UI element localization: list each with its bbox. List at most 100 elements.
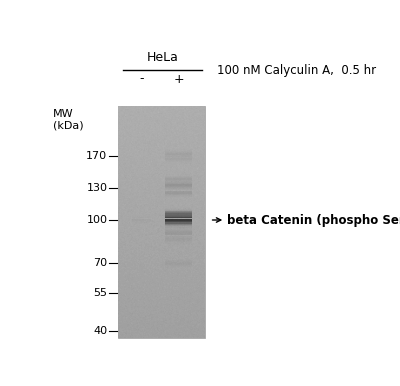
Bar — [166, 267, 192, 268]
Bar — [166, 241, 192, 242]
Bar — [166, 207, 192, 208]
Text: 130: 130 — [86, 183, 107, 193]
Bar — [166, 197, 192, 198]
Bar — [166, 265, 192, 266]
Text: 55: 55 — [93, 288, 107, 298]
Bar — [166, 234, 192, 235]
Bar — [166, 208, 192, 209]
Bar — [166, 195, 192, 196]
Bar — [166, 208, 192, 209]
Bar — [166, 188, 192, 189]
Bar — [166, 193, 192, 194]
Text: +: + — [173, 73, 184, 86]
Bar — [166, 178, 192, 179]
Bar — [166, 160, 192, 161]
Bar — [166, 154, 192, 155]
Text: -: - — [139, 73, 144, 86]
Bar — [166, 211, 192, 212]
Bar — [166, 237, 192, 238]
Bar — [166, 238, 192, 239]
Bar — [166, 242, 192, 243]
Text: HeLa: HeLa — [146, 51, 178, 64]
Bar — [166, 190, 192, 191]
Bar — [166, 181, 192, 182]
Bar — [132, 216, 151, 217]
Bar — [166, 186, 192, 187]
Text: 40: 40 — [93, 327, 107, 336]
Bar — [166, 175, 192, 176]
Bar — [166, 217, 192, 218]
Bar — [166, 153, 192, 154]
Text: beta Catenin (phospho Ser33/Ser37/Thr41): beta Catenin (phospho Ser33/Ser37/Thr41) — [227, 213, 400, 227]
Bar — [166, 212, 192, 213]
Bar — [166, 151, 192, 152]
Bar — [166, 240, 192, 241]
Bar — [132, 215, 151, 216]
Bar — [166, 157, 192, 158]
Bar — [132, 213, 151, 214]
Bar — [166, 214, 192, 215]
Bar — [166, 225, 192, 226]
Bar — [166, 158, 192, 159]
Bar — [166, 183, 192, 184]
Bar — [166, 182, 192, 183]
Bar — [166, 207, 192, 208]
Bar — [166, 158, 192, 159]
Bar — [166, 224, 192, 225]
Bar — [166, 182, 192, 183]
Bar — [166, 157, 192, 158]
Bar — [166, 198, 192, 199]
Bar — [166, 193, 192, 194]
Bar — [166, 237, 192, 238]
Bar — [166, 196, 192, 197]
Bar — [166, 152, 192, 153]
Bar — [166, 149, 192, 150]
Bar — [166, 180, 192, 181]
Bar — [166, 231, 192, 232]
Bar — [166, 232, 192, 233]
Bar — [166, 238, 192, 239]
Bar — [166, 163, 192, 164]
Bar — [166, 165, 192, 166]
Circle shape — [122, 323, 127, 328]
Bar — [166, 205, 192, 207]
Bar — [166, 159, 192, 160]
Bar — [166, 199, 192, 200]
Bar — [166, 189, 192, 190]
Bar — [166, 154, 192, 155]
Bar — [166, 185, 192, 186]
Bar — [166, 266, 192, 267]
Bar — [166, 184, 192, 185]
Bar — [132, 224, 151, 225]
Bar — [132, 214, 151, 215]
Bar — [166, 179, 192, 180]
Bar — [166, 234, 192, 235]
Bar — [166, 221, 192, 222]
Bar — [166, 239, 192, 240]
Bar — [166, 268, 192, 269]
Bar — [166, 180, 192, 181]
Bar — [166, 240, 192, 241]
Bar — [166, 232, 192, 233]
Bar — [166, 156, 192, 157]
Bar — [166, 164, 192, 165]
Bar — [166, 192, 192, 193]
Bar — [166, 177, 192, 178]
Bar — [166, 231, 192, 232]
Bar — [166, 209, 192, 210]
Bar — [166, 245, 192, 246]
Bar — [166, 188, 192, 189]
Bar — [166, 243, 192, 244]
Bar — [166, 218, 192, 219]
Bar — [166, 261, 192, 262]
Bar — [166, 239, 192, 240]
Bar — [166, 179, 192, 180]
Bar — [166, 156, 192, 157]
Bar — [166, 178, 192, 179]
Bar — [166, 186, 192, 187]
Bar — [132, 222, 151, 223]
Bar — [166, 223, 192, 224]
Bar — [166, 233, 192, 234]
Bar — [166, 215, 192, 216]
Bar — [166, 230, 192, 231]
